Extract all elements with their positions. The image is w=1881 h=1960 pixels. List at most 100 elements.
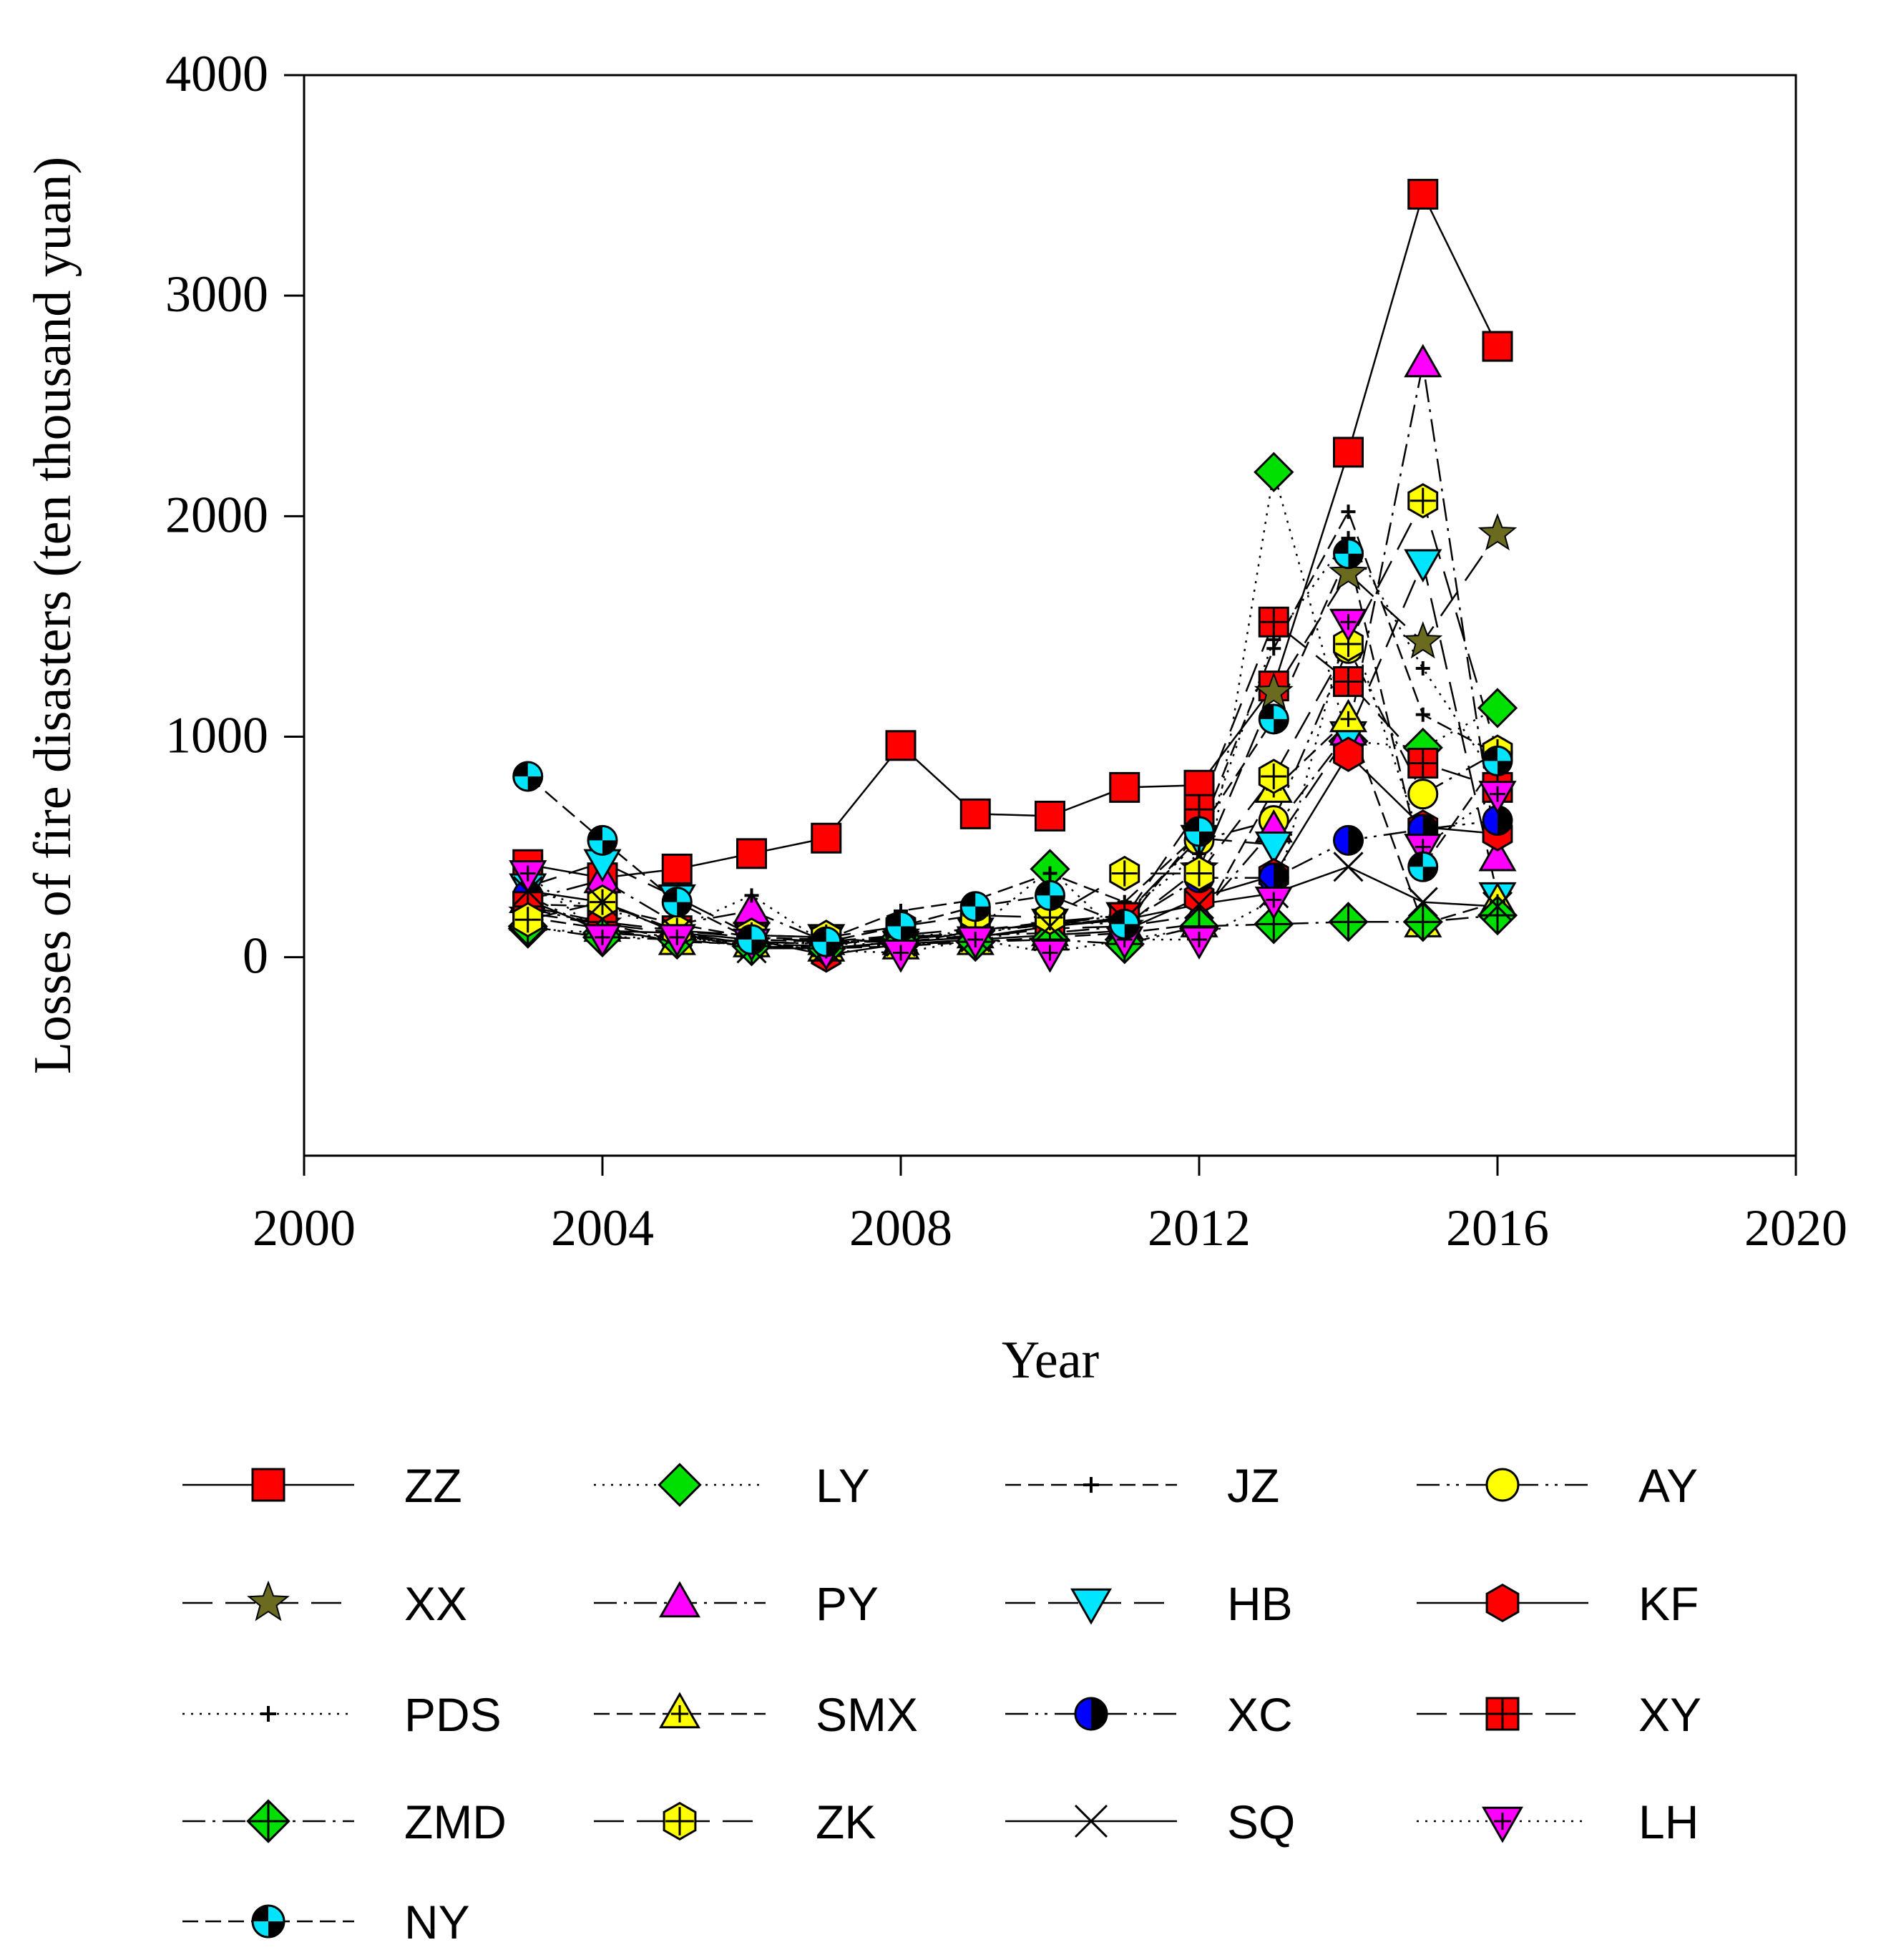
- data-point-lh: [583, 924, 622, 957]
- series-line-xx: [527, 533, 1499, 947]
- data-point-ny: [1407, 851, 1439, 882]
- x-tick-label: 2020: [1744, 1199, 1847, 1257]
- data-point-pds: [744, 888, 759, 903]
- data-point-zk: [1407, 483, 1439, 519]
- legend-label-xy: XY: [1638, 1688, 1701, 1741]
- data-point-lh: [1030, 940, 1070, 973]
- data-point-pds: [1415, 660, 1430, 676]
- legend-item-xy: XY: [1417, 1688, 1701, 1741]
- data-point-zmd: [1328, 902, 1369, 942]
- legend-item-smx: SMX: [594, 1688, 918, 1741]
- y-tick-label: 1000: [165, 706, 268, 764]
- legend-marker-lh: [1482, 1806, 1523, 1843]
- data-point-xy: [1183, 794, 1215, 825]
- data-point-kf: [1333, 736, 1364, 772]
- legend-item-jz: JZ: [1005, 1459, 1279, 1512]
- x-tick-label: 2008: [849, 1199, 952, 1257]
- legend-label-jz: JZ: [1227, 1459, 1279, 1512]
- legend-marker-zk: [663, 1801, 697, 1841]
- data-point-xy: [1258, 606, 1289, 638]
- data-point-xx: [1329, 552, 1368, 590]
- legend-label-xc: XC: [1227, 1688, 1293, 1741]
- legend-label-smx: SMX: [816, 1688, 918, 1741]
- legend-marker-ay: [1485, 1468, 1520, 1502]
- data-point-xx: [1403, 621, 1443, 659]
- legend: ZZ LY JZ AY XX PY HB KF PDS SMX XC XY ZMD ZK SQ LH NY: [182, 1459, 1701, 1949]
- data-point-zmd: [1477, 894, 1518, 936]
- series-zz: [527, 191, 1499, 879]
- legend-item-hb: HB: [1005, 1577, 1293, 1630]
- data-point-ny: [1183, 816, 1215, 847]
- legend-marker-ly: [658, 1463, 702, 1507]
- series-zk: [527, 498, 1499, 939]
- y-tick-label: 3000: [165, 265, 268, 323]
- axes: 0 1000 2000 3000 4000 2000 2004 2008 2012 2016 202…: [165, 45, 1847, 1257]
- data-point-lh: [658, 924, 696, 957]
- data-point-zz: [885, 730, 917, 761]
- data-point-xc: [1333, 824, 1364, 856]
- data-point-sq: [587, 887, 618, 917]
- x-tick-label: 2012: [1148, 1199, 1251, 1257]
- data-point-zz: [1407, 178, 1439, 210]
- legend-label-xx: XX: [404, 1577, 467, 1630]
- data-point-zk: [512, 902, 544, 938]
- legend-label-zk: ZK: [816, 1795, 876, 1848]
- data-point-zz: [811, 822, 842, 854]
- data-point-zk: [1183, 855, 1215, 892]
- legend-label-pds: PDS: [404, 1688, 502, 1741]
- legend-marker-pds: [260, 1706, 276, 1722]
- data-point-ay: [1407, 779, 1439, 810]
- data-point-zz: [1109, 771, 1140, 803]
- data-point-xx: [1477, 513, 1518, 551]
- y-tick-label: 2000: [165, 486, 268, 543]
- x-tick-label: 2000: [253, 1199, 356, 1257]
- legend-item-sq: SQ: [1005, 1795, 1295, 1848]
- data-point-ny: [811, 926, 842, 957]
- legend-label-ny: NY: [404, 1896, 470, 1949]
- x-tick-label: 2016: [1446, 1199, 1549, 1257]
- y-tick-label: 0: [243, 927, 268, 985]
- y-tick-label: 4000: [165, 45, 268, 102]
- legend-item-py: PY: [594, 1577, 879, 1630]
- data-point-sq: [1183, 889, 1215, 920]
- data-point-sq: [1482, 891, 1513, 922]
- data-point-lh: [509, 860, 547, 894]
- data-point-ny: [661, 887, 693, 918]
- data-point-lh: [1254, 887, 1293, 920]
- data-point-zz: [1482, 331, 1513, 362]
- data-point-ny: [1482, 745, 1513, 776]
- legend-marker-xx: [247, 1580, 290, 1622]
- legend-item-zmd: ZMD: [182, 1795, 507, 1848]
- data-point-zk: [1109, 855, 1140, 892]
- legend-item-kf: KF: [1417, 1577, 1699, 1630]
- data-point-zmd: [1254, 904, 1294, 945]
- legend-marker-xy: [1485, 1697, 1520, 1731]
- legend-label-zz: ZZ: [404, 1459, 462, 1512]
- legend-marker-hb: [1070, 1588, 1112, 1625]
- legend-label-py: PY: [816, 1577, 879, 1630]
- data-point-zk: [1258, 759, 1289, 794]
- legend-item-zz: ZZ: [182, 1459, 462, 1512]
- legend-label-ly: LY: [816, 1459, 870, 1512]
- legend-marker-py: [659, 1581, 700, 1618]
- legend-marker-xc: [1074, 1697, 1108, 1731]
- legend-item-ny: NY: [182, 1896, 470, 1949]
- data-point-ny: [587, 824, 618, 856]
- data-point-ny: [1333, 538, 1364, 570]
- series-line-zk: [527, 498, 1499, 939]
- data-point-lh: [1180, 926, 1218, 960]
- legend-marker-sq: [1074, 1804, 1108, 1838]
- legend-marker-zmd: [246, 1799, 290, 1843]
- data-point-xy: [1407, 747, 1439, 779]
- data-point-smx: [1329, 698, 1368, 733]
- legend-item-zk: ZK: [594, 1795, 876, 1848]
- data-point-hb: [1404, 549, 1442, 583]
- data-point-lh: [1329, 608, 1368, 643]
- legend-item-xc: XC: [1005, 1688, 1293, 1741]
- data-point-zz: [1035, 800, 1065, 832]
- data-point-ly: [1254, 452, 1294, 492]
- data-point-ny: [1258, 703, 1289, 735]
- data-point-jz: [1341, 504, 1356, 520]
- legend-marker-zz: [251, 1468, 285, 1502]
